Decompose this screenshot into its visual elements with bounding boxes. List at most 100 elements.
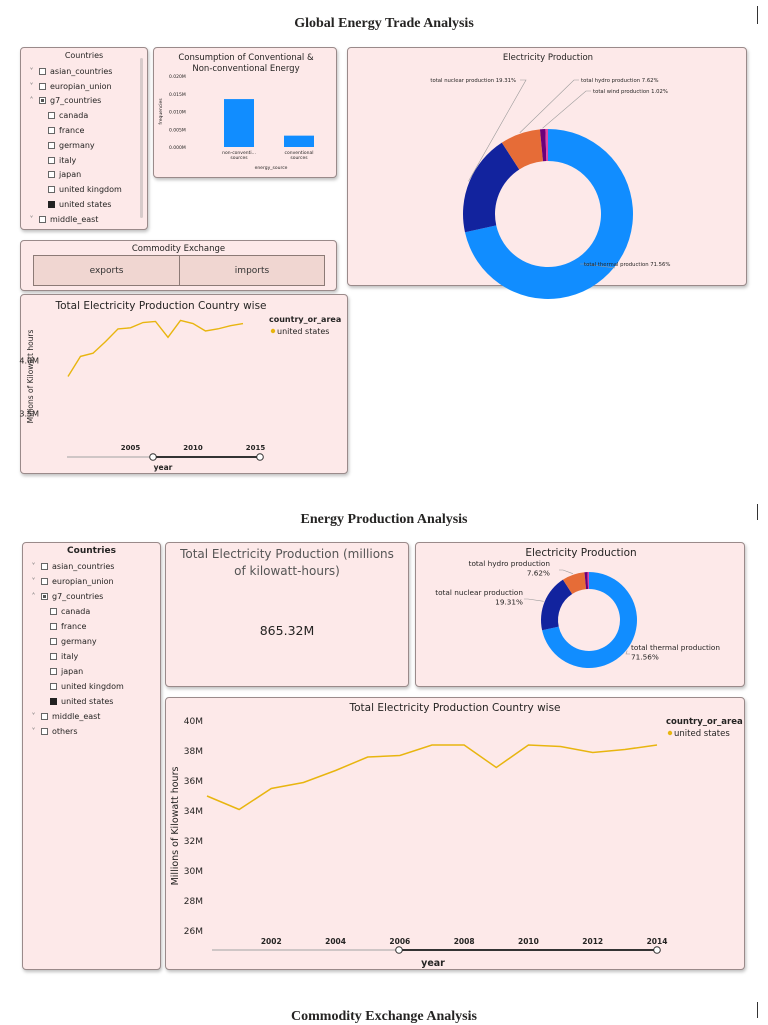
checkbox-icon[interactable] [50,683,57,690]
checkbox-icon[interactable] [48,171,55,179]
slicer-item-united-states[interactable]: united states [29,694,150,709]
chevron-up-icon[interactable]: ˄ [31,592,36,601]
chevron-down-icon[interactable]: ˅ [29,214,34,224]
electricity-line-card-large: Total Electricity Production Country wis… [165,697,745,970]
slider-handle-start[interactable] [395,946,403,954]
donut-slice [464,129,633,299]
checkbox-icon[interactable] [50,638,57,645]
chevron-down-icon[interactable]: ˅ [31,727,36,736]
slicer-item-europian-union[interactable]: ˅ europian_union [27,79,137,94]
slicer-item-france[interactable]: france [29,619,150,634]
x-axis-label: energy_source [255,165,288,171]
kpi-title: Total Electricity Production (millions o… [180,547,394,578]
checkbox-icon[interactable] [41,593,48,600]
slicer-item-italy[interactable]: italy [29,649,150,664]
slicer-item-canada[interactable]: canada [27,108,137,123]
leader-line [542,90,591,129]
slider-handle-start[interactable] [149,453,157,461]
slicer-item-label: canada [61,607,91,616]
slice-label-line: total thermal production [631,643,720,652]
chevron-up-icon[interactable]: ˄ [29,96,34,106]
y-axis-label: Millions of Kilowatt hours [170,767,181,886]
checkbox-icon[interactable] [50,698,57,705]
donut-slice [539,129,547,162]
countries-slicer-bottom[interactable]: Countries ˅ asian_countries ˅ europian_unio… [22,542,161,970]
checkbox-icon[interactable] [50,668,57,675]
slider-handle-end[interactable] [653,946,661,954]
x-tick-label: 2012 [582,937,603,946]
checkbox-icon[interactable] [41,578,48,585]
slicer-item-label: united kingdom [59,185,122,195]
y-tick-label: 32M [184,837,203,847]
slicer-item-germany[interactable]: germany [29,634,150,649]
slicer-item-middle-east[interactable]: ˅ middle_east [27,212,137,227]
chevron-down-icon[interactable]: ˅ [29,66,34,76]
slicer-item-europian-union[interactable]: ˅ europian_union [29,574,150,589]
chart-title: Electricity Production [503,53,593,63]
slicer-item-others[interactable]: ˅ others [29,724,150,739]
y-axis-label: Millions of Kilowatt hours [26,330,35,424]
section-title-energy-production: Energy Production Analysis [300,512,468,527]
countries-slicer-top[interactable]: Countries ˅ asian_countries ˅ europian_unio… [20,47,148,230]
slicer-item-g7-countries[interactable]: ˄ g7_countries [29,589,150,604]
y-tick-label: 30M [184,867,203,877]
leader-line [519,79,579,133]
chevron-down-icon[interactable]: ˅ [31,712,36,721]
slicer-item-canada[interactable]: canada [29,604,150,619]
chevron-down-icon[interactable]: ˅ [31,577,36,586]
x-tick-label: conventional sources [285,150,314,161]
chevron-down-icon[interactable]: ˅ [29,81,34,91]
checkbox-icon[interactable] [41,713,48,720]
chevron-down-icon[interactable]: ˅ [31,562,36,571]
checkbox-icon[interactable] [39,215,46,223]
checkbox-icon[interactable] [39,82,46,90]
x-tick-label: 2005 [121,444,141,452]
slicer-item-asian-countries[interactable]: ˅ asian_countries [29,559,150,574]
donut-slice [501,129,543,170]
commodity-exchange-title: Commodity Exchange [131,244,226,254]
donut-slice [463,142,520,233]
slicer-item-middle-east[interactable]: ˅ middle_east [29,709,150,724]
checkbox-icon[interactable] [41,563,48,570]
electricity-donut-card-large: Electricity Production total thermal prod… [347,47,747,299]
slider-handle-end[interactable] [256,453,264,461]
slicer-scrollbar[interactable] [140,58,143,218]
slicer-item-united-states[interactable]: united states [27,197,137,212]
slicer-item-japan[interactable]: japan [27,168,137,183]
slicer-item-asian-countries[interactable]: ˅ asian_countries [27,64,137,79]
electricity-line-chart-small: Total Electricity Production Country wis… [19,300,341,472]
slicer-item-united-kingdom[interactable]: united kingdom [29,679,150,694]
slicer-item-g7-countries[interactable]: ˄ g7_countries [27,94,137,109]
slicer-item-label: italy [61,652,79,661]
checkbox-icon[interactable] [41,728,48,735]
donut-slice [562,572,587,594]
checkbox-icon[interactable] [48,201,55,209]
slicer-item-france[interactable]: france [27,123,137,138]
slicer-item-label: g7_countries [52,592,104,601]
checkbox-icon[interactable] [39,67,46,75]
checkbox-icon[interactable] [50,608,57,615]
slicer-item-italy[interactable]: italy [27,153,137,168]
checkbox-icon[interactable] [50,623,57,630]
checkbox-icon[interactable] [50,653,57,660]
slicer-item-germany[interactable]: germany [27,138,137,153]
slicer-item-japan[interactable]: japan [29,664,150,679]
legend-entry: united states [674,729,730,739]
exports-button[interactable]: exports [33,255,180,286]
chart-title: Total Electricity Production Country wis… [348,702,560,714]
slicer-item-united-kingdom[interactable]: united kingdom [27,182,137,197]
checkbox-icon[interactable] [39,97,46,105]
x-tick-label: 2010 [183,444,203,452]
checkbox-icon[interactable] [48,156,55,164]
checkbox-icon[interactable] [48,186,55,194]
legend-title: country_or_area [269,315,341,324]
imports-button[interactable]: imports [179,255,325,286]
checkbox-icon[interactable] [48,127,55,135]
checkbox-icon[interactable] [48,112,55,120]
consumption-bar-chart-card: Consumption of Conventional & Non-convent… [153,47,337,178]
chart-title: Consumption of Conventional & Non-convent… [178,53,314,74]
checkbox-icon[interactable] [48,141,55,149]
kpi-card: Total Electricity Production (millions o… [165,542,409,687]
x-tick-label: 2014 [647,937,668,946]
y-tick-label: 38M [184,747,203,757]
